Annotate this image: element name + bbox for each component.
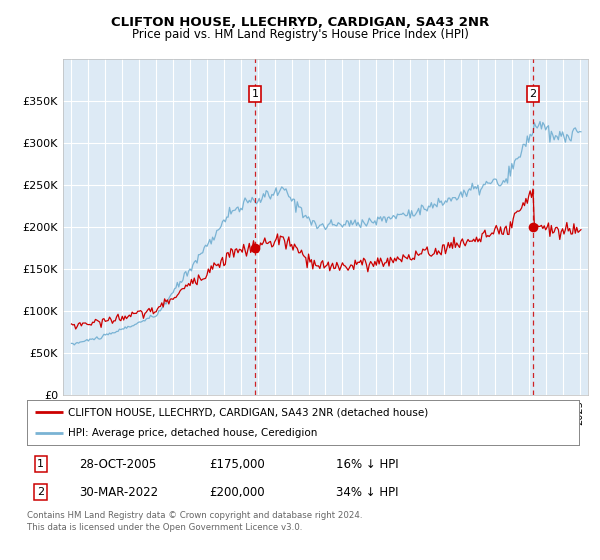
Text: £175,000: £175,000 [209,458,265,471]
Text: 1: 1 [37,459,44,469]
Text: 2: 2 [529,89,536,99]
Text: £200,000: £200,000 [209,486,265,499]
Text: Price paid vs. HM Land Registry's House Price Index (HPI): Price paid vs. HM Land Registry's House … [131,28,469,41]
Text: 1: 1 [251,89,259,99]
Text: 30-MAR-2022: 30-MAR-2022 [79,486,158,499]
Text: 2: 2 [37,487,44,497]
Text: CLIFTON HOUSE, LLECHRYD, CARDIGAN, SA43 2NR: CLIFTON HOUSE, LLECHRYD, CARDIGAN, SA43 … [111,16,489,29]
Text: CLIFTON HOUSE, LLECHRYD, CARDIGAN, SA43 2NR (detached house): CLIFTON HOUSE, LLECHRYD, CARDIGAN, SA43 … [68,408,428,418]
Text: 28-OCT-2005: 28-OCT-2005 [79,458,157,471]
Text: HPI: Average price, detached house, Ceredigion: HPI: Average price, detached house, Cere… [68,428,318,438]
Text: 16% ↓ HPI: 16% ↓ HPI [336,458,399,471]
Text: Contains HM Land Registry data © Crown copyright and database right 2024.
This d: Contains HM Land Registry data © Crown c… [27,511,362,531]
Text: 34% ↓ HPI: 34% ↓ HPI [336,486,398,499]
